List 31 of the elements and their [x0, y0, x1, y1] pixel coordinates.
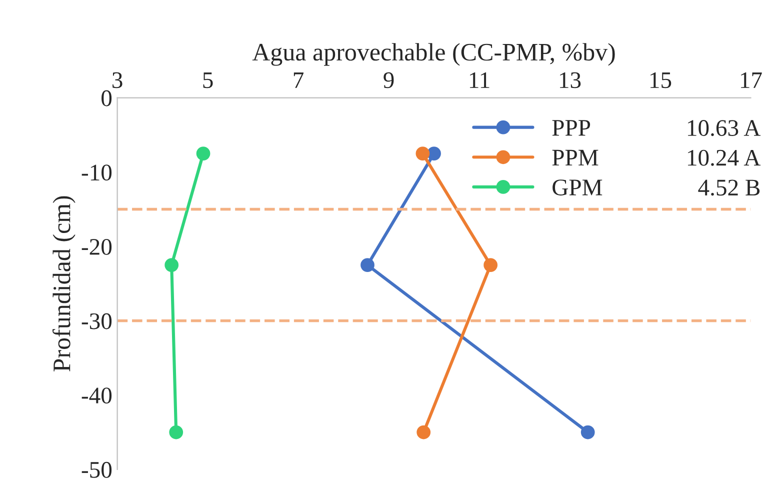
point: [169, 425, 184, 440]
annotation: 10.63 A: [688, 120, 761, 136]
y-tick-label: -30: [82, 313, 112, 330]
x-tick-label: 15: [650, 72, 672, 88]
annotation: 4.52 B: [698, 180, 760, 196]
point: [484, 258, 498, 272]
y-tick-label: -40: [82, 388, 112, 404]
point: [360, 258, 374, 272]
y-tick-label: -10: [82, 164, 112, 181]
x-tick-label: 9: [384, 72, 394, 88]
x-tick-label: 11: [470, 72, 490, 88]
point: [427, 146, 441, 160]
point: [580, 425, 595, 440]
legend-label: PPP: [552, 120, 590, 136]
x-tick-label: 7: [294, 72, 304, 88]
y-axis-title: Profundidad (cm): [52, 196, 76, 372]
x-axis-title: Agua aprovechable (CC-PMP, %bv): [252, 43, 615, 66]
legend-label: PPM: [552, 150, 598, 166]
point: [416, 146, 430, 160]
x-tick-label: 17: [740, 72, 762, 88]
annotation: 10.24 A: [688, 150, 761, 166]
y-tick-label: -20: [82, 238, 112, 255]
y-tick-label: 0: [102, 90, 112, 106]
point: [196, 146, 210, 160]
x-tick-label: 3: [112, 72, 122, 88]
point: [164, 258, 179, 272]
legend-label: GPM: [552, 180, 602, 196]
x-tick-label: 5: [203, 72, 213, 88]
x-tick-label: 13: [560, 72, 581, 88]
y-tick-label: -50: [82, 462, 112, 478]
point: [416, 425, 431, 440]
